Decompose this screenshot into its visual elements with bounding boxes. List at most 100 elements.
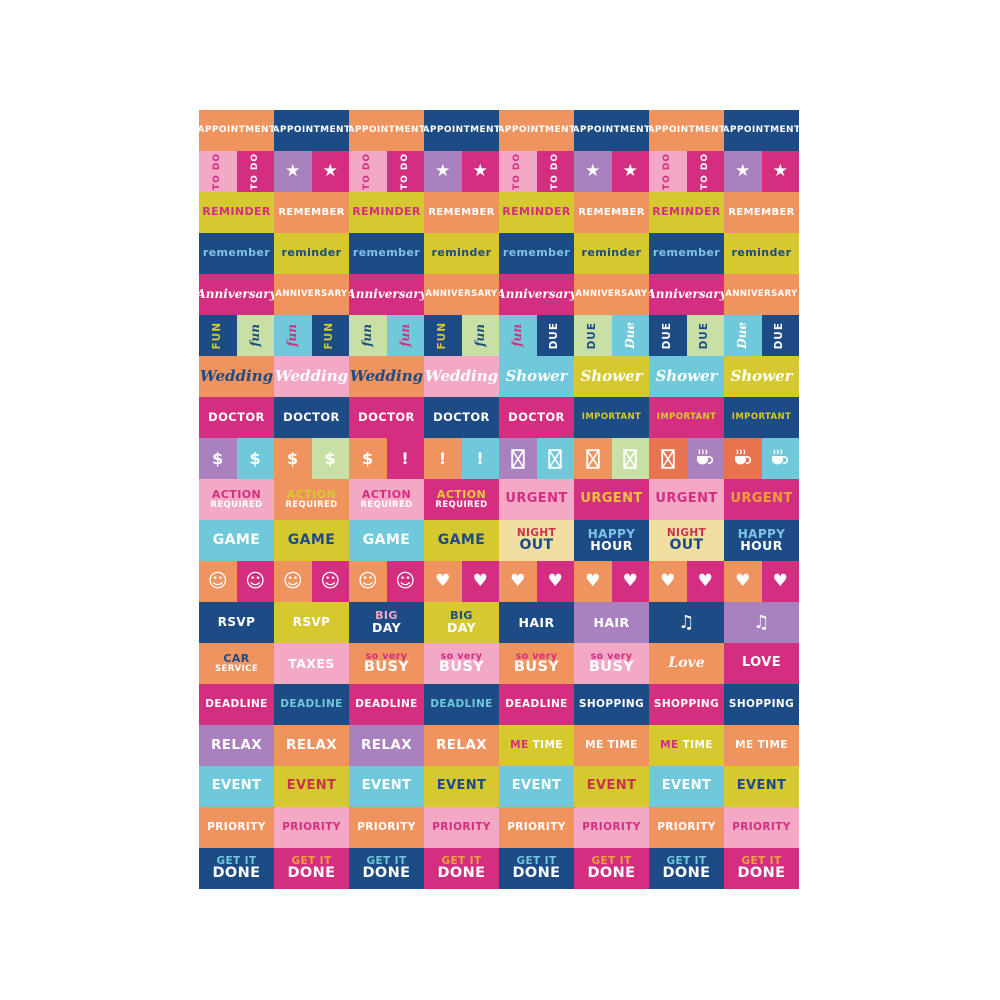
sticker-half: FUN [199,315,237,356]
sticker-label: so very [440,651,483,663]
sticker-label: GET IT [666,854,707,867]
sticker: EVENT [649,766,724,807]
sticker: PRIORITY [424,807,499,848]
sticker-half: $ [311,438,349,479]
sticker: ♥ ♥ [649,561,724,602]
sticker-label: REMEMBER [728,206,795,218]
heart-icon: ♥ [660,571,676,591]
sticker-label: REMEMBER [428,206,495,218]
sticker-label: PRIORITY [432,820,491,833]
sticker: IMPORTANT [724,397,799,438]
sticker-label: APPOINTMENT [199,125,274,136]
sticker: RSVP [199,602,274,643]
sticker-label: Wedding [199,367,274,386]
event-row: EVENT EVENT EVENT EVENT EVENT EVENT EVENT EVENT [199,766,799,807]
star-icon: ★ [435,161,451,181]
sticker-label: URGENT [730,491,793,507]
sticker-label: BIG [375,609,398,623]
sticker: reminder [724,233,799,274]
sticker [649,438,724,479]
sticker-label: GET IT [441,854,482,867]
heart-icon: ♥ [622,571,638,591]
sticker-half: DUE [536,315,574,356]
sticker: EVENT [499,766,574,807]
sticker-half: ♥ [611,561,649,602]
sticker: RELAX [349,725,424,766]
sticker: ACTION REQUIRED [424,479,499,520]
star-icon: ★ [735,161,751,181]
sticker: ♥ ♥ [724,561,799,602]
sticker: APPOINTMENT [199,110,274,151]
sticker-half [649,438,687,479]
sticker-half: ♥ [536,561,574,602]
sticker: remember [499,233,574,274]
sticker-label: LOVE [741,655,782,671]
sticker: Wedding [424,356,499,397]
sticker-half: TO DO [649,151,687,192]
sticker-label: so very [515,651,558,663]
sticker-label: DEADLINE [430,697,493,710]
heart-icon: ♥ [472,571,488,591]
sticker: PRIORITY [199,807,274,848]
sticker-half: $ [236,438,274,479]
sticker-label: EVENT [361,778,412,794]
sticker-label: OUT [519,536,554,553]
sticker-label: GAME [287,531,336,548]
sticker: ★ ★ [424,151,499,192]
sticker-label: IMPORTANT [581,412,642,423]
sticker-label: EVENT [436,778,487,794]
sticker: APPOINTMENT [649,110,724,151]
sticker [499,438,574,479]
sticker: BIG DAY [424,602,499,643]
sticker-half [499,438,537,479]
sticker: RELAX [274,725,349,766]
sticker: fun fun [349,315,424,356]
smiley-icon: ☺ [207,570,228,592]
sticker-half [686,438,724,479]
sticker: ACTION REQUIRED [349,479,424,520]
sticker-label: PRIORITY [357,820,416,833]
sticker: EVENT [424,766,499,807]
sticker-half [611,438,649,479]
remember-lc-row: remember reminder remember reminder remember… [199,233,799,274]
sticker: IMPORTANT [649,397,724,438]
sticker-label: Shower [505,367,568,386]
sticker-half: fun [499,315,537,356]
reminder-row: REMINDER REMEMBER REMINDER REMEMBER REMINDER… [199,192,799,233]
sticker: ★ ★ [724,151,799,192]
heart-icon: ♥ [697,571,713,591]
sticker: Anniversary [649,274,724,315]
sticker-label: Due [735,322,750,349]
busy-row: CAR SERVICE TAXES so very BUSY so very BUSY so … [199,643,799,684]
sticker: TAXES [274,643,349,684]
sticker-label: reminder [731,246,792,260]
heart-icon: ♥ [510,571,526,591]
envelope-icon [511,448,525,469]
sticker: reminder [424,233,499,274]
sticker: EVENT [349,766,424,807]
sticker: APPOINTMENT [499,110,574,151]
sticker: Love [649,643,724,684]
sticker-label: Wedding [424,367,499,386]
sticker: REMEMBER [424,192,499,233]
sticker-label: SHOPPING [653,697,720,710]
sticker: APPOINTMENT [424,110,499,151]
smiley-icon: ☺ [320,570,341,592]
sticker [574,438,649,479]
sticker-half: Due [724,315,762,356]
sticker: REMINDER [199,192,274,233]
sticker: APPOINTMENT [574,110,649,151]
sticker-label: REMINDER [502,205,571,219]
rsvp-bigday-row: RSVP RSVP BIG DAY BIG DAY HAIR HAIR ♫ ♫ [199,602,799,643]
sticker-half: ★ [574,151,612,192]
sticker-label: GET IT [366,854,407,867]
smiley-icon: ☺ [282,570,303,592]
sticker-label: fun [360,324,375,347]
sticker-half: ★ [761,151,799,192]
sticker-label: $ [324,448,337,468]
sticker-label: fun [247,324,262,347]
sticker-label: APPOINTMENT [724,125,799,136]
sticker-half: TO DO [236,151,274,192]
sticker-label: GET IT [591,854,632,867]
sticker-label: DONE [212,864,261,881]
